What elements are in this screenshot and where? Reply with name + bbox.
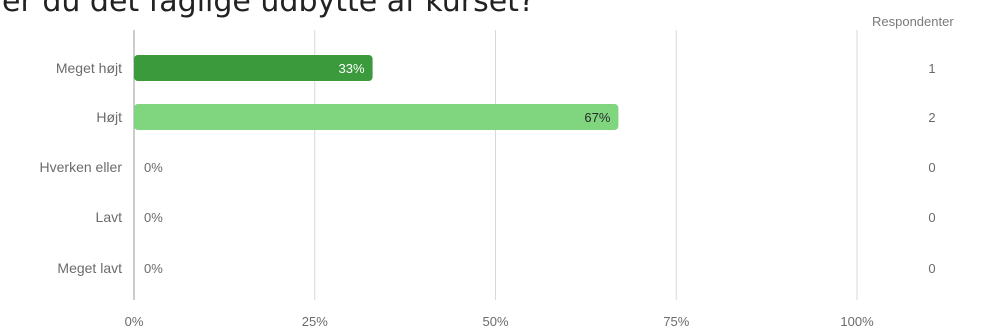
respondents-column-header: Respondenter xyxy=(872,14,954,29)
category-label: Hverken eller xyxy=(40,159,123,175)
category-label: Lavt xyxy=(96,209,123,225)
bar-value-label: 0% xyxy=(144,261,163,276)
bar-value-label: 67% xyxy=(584,110,610,125)
x-tick-label: 25% xyxy=(302,314,328,329)
x-tick-label: 0% xyxy=(125,314,144,329)
x-tick-label: 75% xyxy=(663,314,689,329)
category-label: Højt xyxy=(96,109,122,125)
respondent-count: 2 xyxy=(928,110,935,125)
respondent-count: 0 xyxy=(928,261,935,276)
bar xyxy=(134,55,373,81)
question-title: er du det faglige udbytte af kurset? xyxy=(2,0,535,19)
category-label: Meget højt xyxy=(56,60,122,76)
bar xyxy=(134,104,619,130)
respondent-count: 0 xyxy=(928,160,935,175)
bar-value-label: 33% xyxy=(339,61,365,76)
bar-value-label: 0% xyxy=(144,210,163,225)
x-tick-label: 50% xyxy=(482,314,508,329)
x-tick-label: 100% xyxy=(840,314,874,329)
respondent-count: 0 xyxy=(928,210,935,225)
respondent-count: 1 xyxy=(928,61,935,76)
bar-value-label: 0% xyxy=(144,160,163,175)
category-label: Meget lavt xyxy=(57,260,122,276)
